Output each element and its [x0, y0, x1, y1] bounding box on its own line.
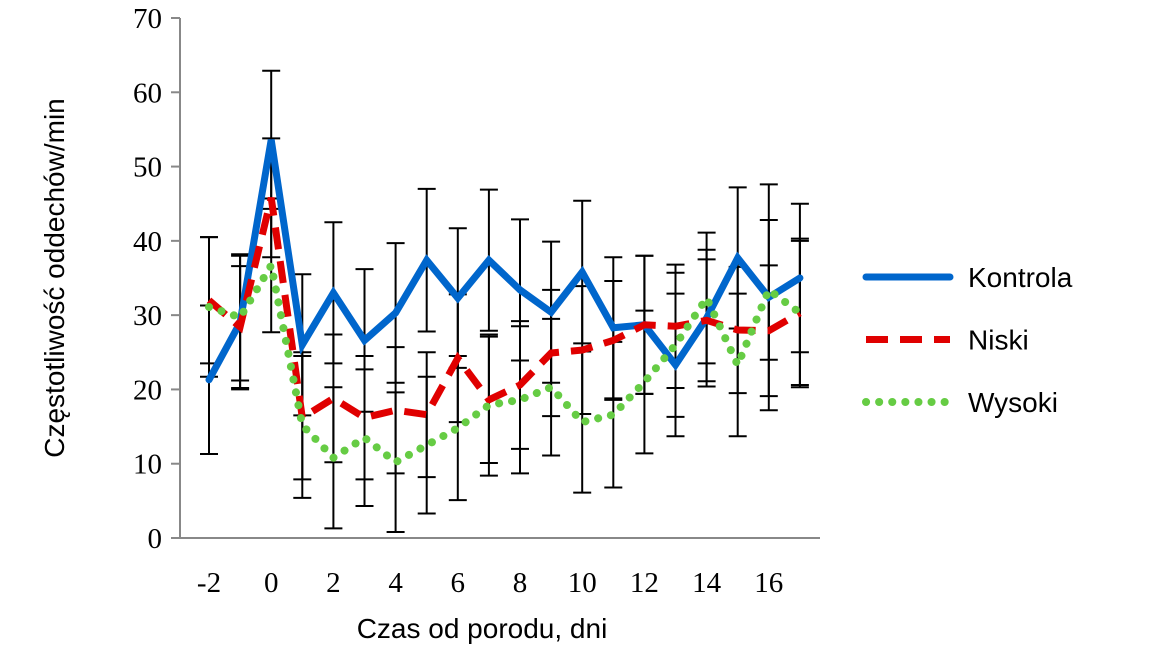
- series-line-niski: [206, 196, 802, 424]
- x-tick-label: 8: [513, 567, 528, 599]
- legend-label: Wysoki: [968, 387, 1058, 418]
- x-tick-label: -2: [197, 567, 221, 599]
- y-tick-label: 60: [133, 77, 162, 109]
- x-tick-label: 4: [388, 567, 403, 599]
- x-tick-label: 16: [754, 567, 783, 599]
- y-axis-label: Częstotliwość oddechów/min: [39, 98, 70, 458]
- legend: Kontrola Niski Wysoki: [862, 262, 1073, 418]
- legend-label: Niski: [968, 325, 1029, 356]
- x-tick-label: 14: [692, 567, 722, 599]
- series-lines: [205, 139, 804, 468]
- y-tick-label: 0: [148, 523, 163, 555]
- y-tick-label: 40: [133, 226, 162, 258]
- y-tick-label: 50: [133, 152, 162, 184]
- x-tick-label: 2: [326, 567, 341, 599]
- y-tick-label: 20: [133, 374, 162, 406]
- y-tick-label: 30: [133, 300, 162, 332]
- x-tick-label: 10: [568, 567, 597, 599]
- series-line-wysoki: [205, 254, 804, 468]
- y-ticks: 0 10 20 30 40 50 60 70: [133, 3, 180, 555]
- x-tick-label: 0: [264, 567, 279, 599]
- x-tick-label: 6: [451, 567, 466, 599]
- x-ticks: -2 0 2 4 6 8 10 12 14 16: [197, 567, 783, 599]
- x-tick-label: 12: [630, 567, 659, 599]
- y-tick-label: 70: [133, 3, 162, 35]
- legend-label: Kontrola: [968, 262, 1073, 293]
- x-axis-label: Czas od porodu, dni: [357, 613, 608, 644]
- y-tick-label: 10: [133, 449, 162, 481]
- series-line-kontrola: [205, 139, 804, 384]
